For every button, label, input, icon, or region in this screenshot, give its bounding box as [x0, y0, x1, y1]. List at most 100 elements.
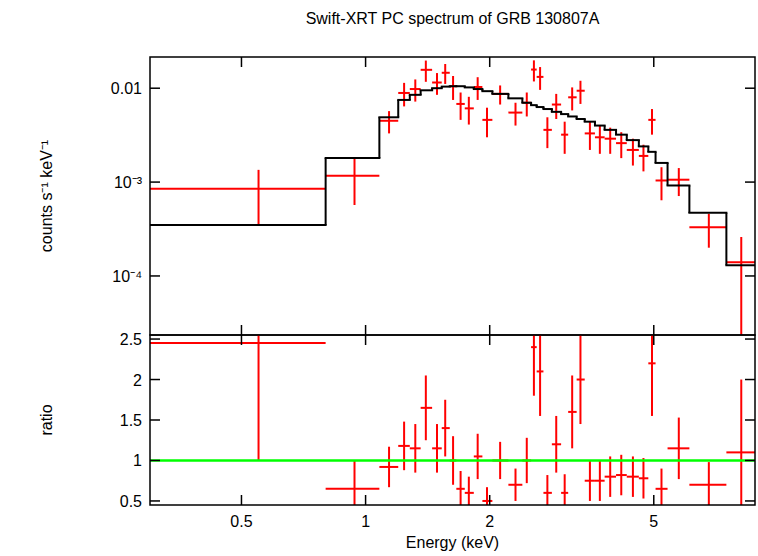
step-riser — [325, 158, 327, 225]
model-step — [522, 102, 531, 104]
x-tick — [365, 335, 367, 345]
model-step — [543, 108, 551, 110]
x-tick — [241, 325, 243, 335]
y-tick — [150, 500, 160, 502]
x-tick — [241, 335, 243, 345]
error-bar — [609, 456, 611, 496]
model-step — [474, 88, 483, 90]
step-riser — [615, 130, 617, 135]
y-tick-label: 2 — [133, 372, 142, 389]
error-bar — [642, 458, 644, 498]
error-bar — [414, 424, 416, 473]
model-step — [595, 125, 605, 127]
step-riser — [441, 87, 443, 89]
step-riser — [449, 85, 451, 87]
y-axis-label: counts s⁻¹ keV⁻¹ — [38, 140, 55, 252]
error-bar — [436, 73, 438, 95]
model-step — [432, 87, 442, 89]
y-tick — [150, 338, 160, 340]
error-bar — [444, 64, 446, 84]
error-bar — [486, 487, 488, 505]
error-bar — [388, 111, 390, 133]
y-tick-label: 1.5 — [120, 412, 142, 429]
y-tick — [745, 500, 755, 502]
y-tick-label: 0.01 — [111, 80, 142, 97]
error-bar — [632, 139, 634, 166]
step-riser — [567, 114, 569, 116]
y-tick — [745, 379, 755, 381]
error-bar — [678, 168, 680, 196]
step-riser — [604, 126, 606, 130]
error-bar — [452, 76, 454, 100]
error-bar — [564, 474, 566, 505]
y-tick — [150, 460, 160, 462]
x-tick — [489, 495, 491, 505]
x-tick — [365, 495, 367, 505]
step-riser — [725, 213, 727, 265]
x-tick — [241, 57, 243, 67]
bin-width — [150, 188, 326, 190]
step-riser — [594, 122, 596, 126]
error-bar — [546, 475, 548, 505]
model-step — [639, 145, 648, 147]
step-riser — [507, 94, 509, 98]
error-bar — [533, 60, 535, 81]
error-bar — [555, 416, 557, 473]
step-riser — [647, 146, 649, 151]
step-riser — [431, 88, 433, 90]
model-step — [552, 111, 561, 113]
model-step — [668, 184, 690, 186]
error-bar — [740, 380, 742, 505]
error-bar — [486, 108, 488, 138]
chart: 0.0110⁻³10⁻⁴Swift-XRT PC spectrum of GRB… — [0, 0, 758, 556]
error-bar — [708, 462, 710, 505]
x-tick — [653, 335, 655, 345]
step-riser — [638, 140, 640, 146]
error-bar — [546, 117, 548, 148]
error-bar — [425, 61, 427, 82]
y-tick — [745, 338, 755, 340]
error-bar — [425, 375, 427, 440]
x-tick — [653, 325, 655, 335]
model-step — [456, 85, 464, 87]
x-tick — [489, 335, 491, 345]
y-tick-label: 0.5 — [120, 493, 142, 510]
model-step — [410, 94, 421, 96]
step-riser — [409, 95, 411, 100]
y-tick — [745, 181, 755, 183]
reference-line — [150, 459, 755, 462]
bin-width — [326, 175, 380, 177]
model-step — [648, 151, 655, 153]
error-bar — [403, 422, 405, 471]
frame — [150, 335, 755, 505]
model-step — [326, 157, 380, 159]
error-bar — [258, 335, 260, 460]
error-bar — [564, 122, 566, 154]
plot-area — [150, 60, 755, 335]
model-step — [482, 90, 492, 92]
bin-width — [522, 102, 531, 104]
x-tick-label: 1 — [361, 513, 370, 530]
step-riser — [655, 152, 657, 163]
step-riser — [521, 98, 523, 102]
error-bar — [571, 375, 573, 448]
step-riser — [626, 135, 628, 140]
model-step — [616, 134, 627, 136]
error-bar — [642, 145, 644, 172]
y-tick — [745, 460, 755, 462]
model-step — [656, 162, 668, 164]
y-tick-label: 1 — [133, 452, 142, 469]
y-tick — [745, 419, 755, 421]
model-step — [379, 116, 398, 118]
error-bar — [499, 85, 501, 104]
bin-width — [326, 488, 380, 490]
x-tick — [653, 495, 655, 505]
model-step — [492, 93, 508, 95]
error-bar — [571, 87, 573, 110]
error-bar — [403, 83, 405, 107]
title: Swift-XRT PC spectrum of GRB 130807A — [306, 10, 600, 27]
error-bar — [678, 418, 680, 480]
bin-width — [492, 93, 508, 95]
model-step — [421, 89, 432, 91]
frame — [150, 57, 755, 335]
